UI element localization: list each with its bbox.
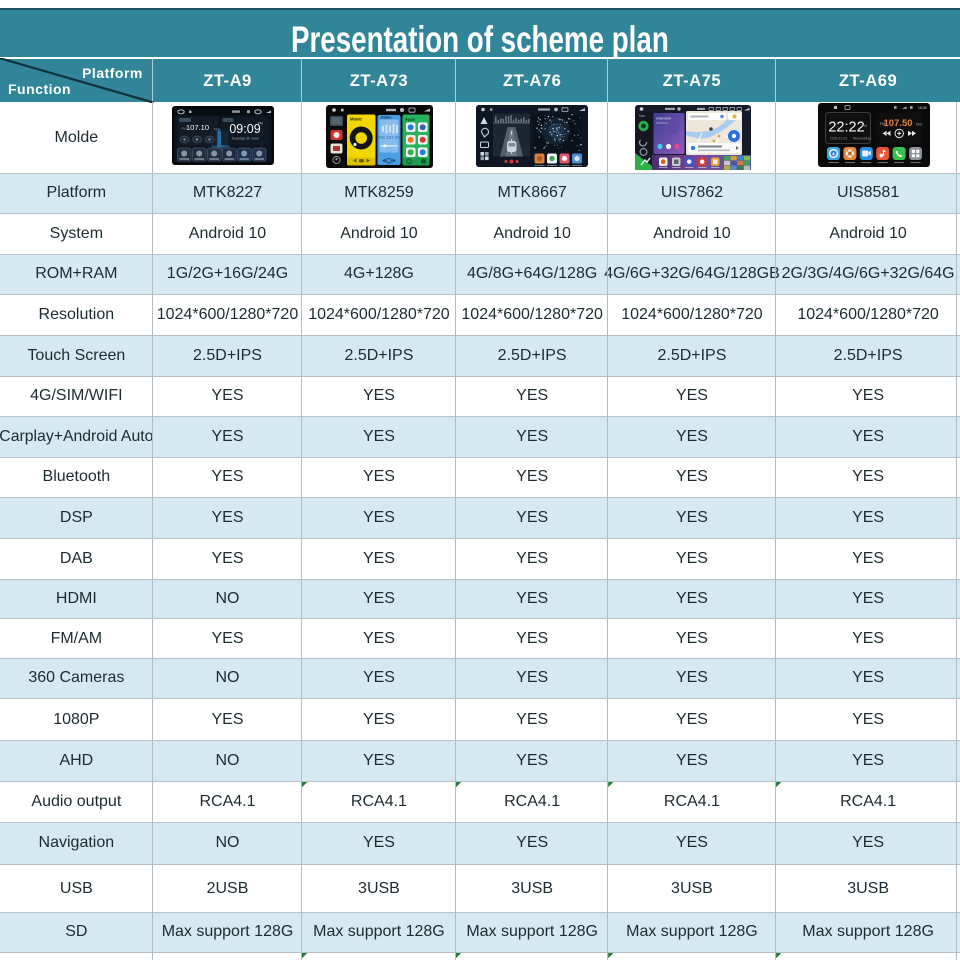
svg-text:Radio: Radio (381, 116, 392, 120)
svg-text:Unknown: Unknown (656, 117, 671, 121)
svg-text:MHz: MHz (916, 123, 923, 127)
svg-text:22:22: 22:22 (828, 120, 864, 136)
svg-text:18:08: 18:08 (918, 106, 927, 110)
svg-text:Music: Music (350, 117, 363, 122)
svg-text:Unknown: Unknown (656, 121, 670, 125)
svg-text:107.50: 107.50 (883, 118, 912, 129)
svg-text:FM: FM (182, 127, 187, 131)
svg-text:Apps: Apps (405, 117, 416, 122)
svg-text:FM 107.00: FM 107.00 (378, 135, 400, 140)
svg-text:Wednesday: Wednesday (853, 137, 871, 141)
svg-text:PM: PM (258, 122, 263, 126)
svg-text:Tuesday 30 June: Tuesday 30 June (231, 137, 258, 141)
svg-text:FM: FM (880, 122, 885, 126)
svg-text:107.10: 107.10 (186, 123, 209, 132)
svg-text:09:09: 09:09 (229, 122, 260, 136)
svg-text:MHz: MHz (214, 127, 221, 131)
svg-text:Nav: Nav (639, 114, 645, 118)
svg-text:2020-11-22: 2020-11-22 (830, 137, 847, 141)
svg-text:PM: PM (862, 124, 867, 128)
